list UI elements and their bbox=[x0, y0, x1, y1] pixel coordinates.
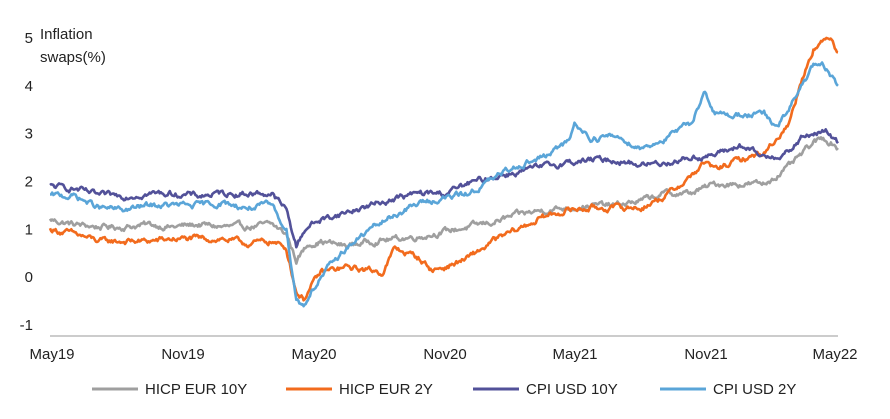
legend-label: HICP EUR 10Y bbox=[145, 381, 247, 398]
x-tick-label-may19: May19 bbox=[29, 346, 74, 363]
legend-item-hicp-eur-2y: HICP EUR 2Y bbox=[286, 381, 433, 398]
y-tick-label: 4 bbox=[25, 78, 33, 95]
y-tick-label: 0 bbox=[25, 269, 33, 286]
legend-label: CPI USD 2Y bbox=[713, 381, 796, 398]
series-line-cpi-usd-2y bbox=[49, 61, 839, 308]
series-line-hicp-eur-10y bbox=[48, 136, 839, 265]
legend-item-cpi-usd-10y: CPI USD 10Y bbox=[473, 381, 618, 398]
y-tick-label: 2 bbox=[25, 174, 33, 191]
legend-item-cpi-usd-2y: CPI USD 2Y bbox=[660, 381, 796, 398]
x-tick-label-nov19: Nov19 bbox=[161, 346, 204, 363]
x-tick-label-may21: May21 bbox=[552, 346, 597, 363]
y-tick-label: 5 bbox=[25, 30, 33, 47]
x-tick-label-nov21: Nov21 bbox=[684, 346, 727, 363]
legend: HICP EUR 10Y HICP EUR 2Y CPI USD 10Y CPI US… bbox=[92, 381, 796, 398]
series-lines bbox=[48, 36, 840, 308]
x-tick-label-nov20: Nov20 bbox=[423, 346, 466, 363]
legend-item-hicp-eur-10y: HICP EUR 10Y bbox=[92, 381, 247, 398]
y-axis-label-line-1: Inflation bbox=[40, 26, 93, 43]
y-axis-label-line-2: swaps(%) bbox=[40, 49, 106, 66]
y-tick-labels: 5 4 3 2 1 0 -1 bbox=[20, 30, 33, 334]
legend-label: HICP EUR 2Y bbox=[339, 381, 433, 398]
y-tick-label: 3 bbox=[25, 126, 33, 143]
y-tick-label: -1 bbox=[20, 317, 33, 334]
x-tick-label-may20: May20 bbox=[291, 346, 336, 363]
y-tick-label: 1 bbox=[25, 221, 33, 238]
x-tick-labels: May19 Nov19 May20 Nov20 May21 Nov21 May22 bbox=[29, 346, 857, 363]
series-line-hicp-eur-2y bbox=[48, 36, 839, 302]
legend-label: CPI USD 10Y bbox=[526, 381, 618, 398]
y-axis-label: Inflation swaps(%) bbox=[40, 26, 106, 66]
x-tick-label-may22: May22 bbox=[812, 346, 857, 363]
